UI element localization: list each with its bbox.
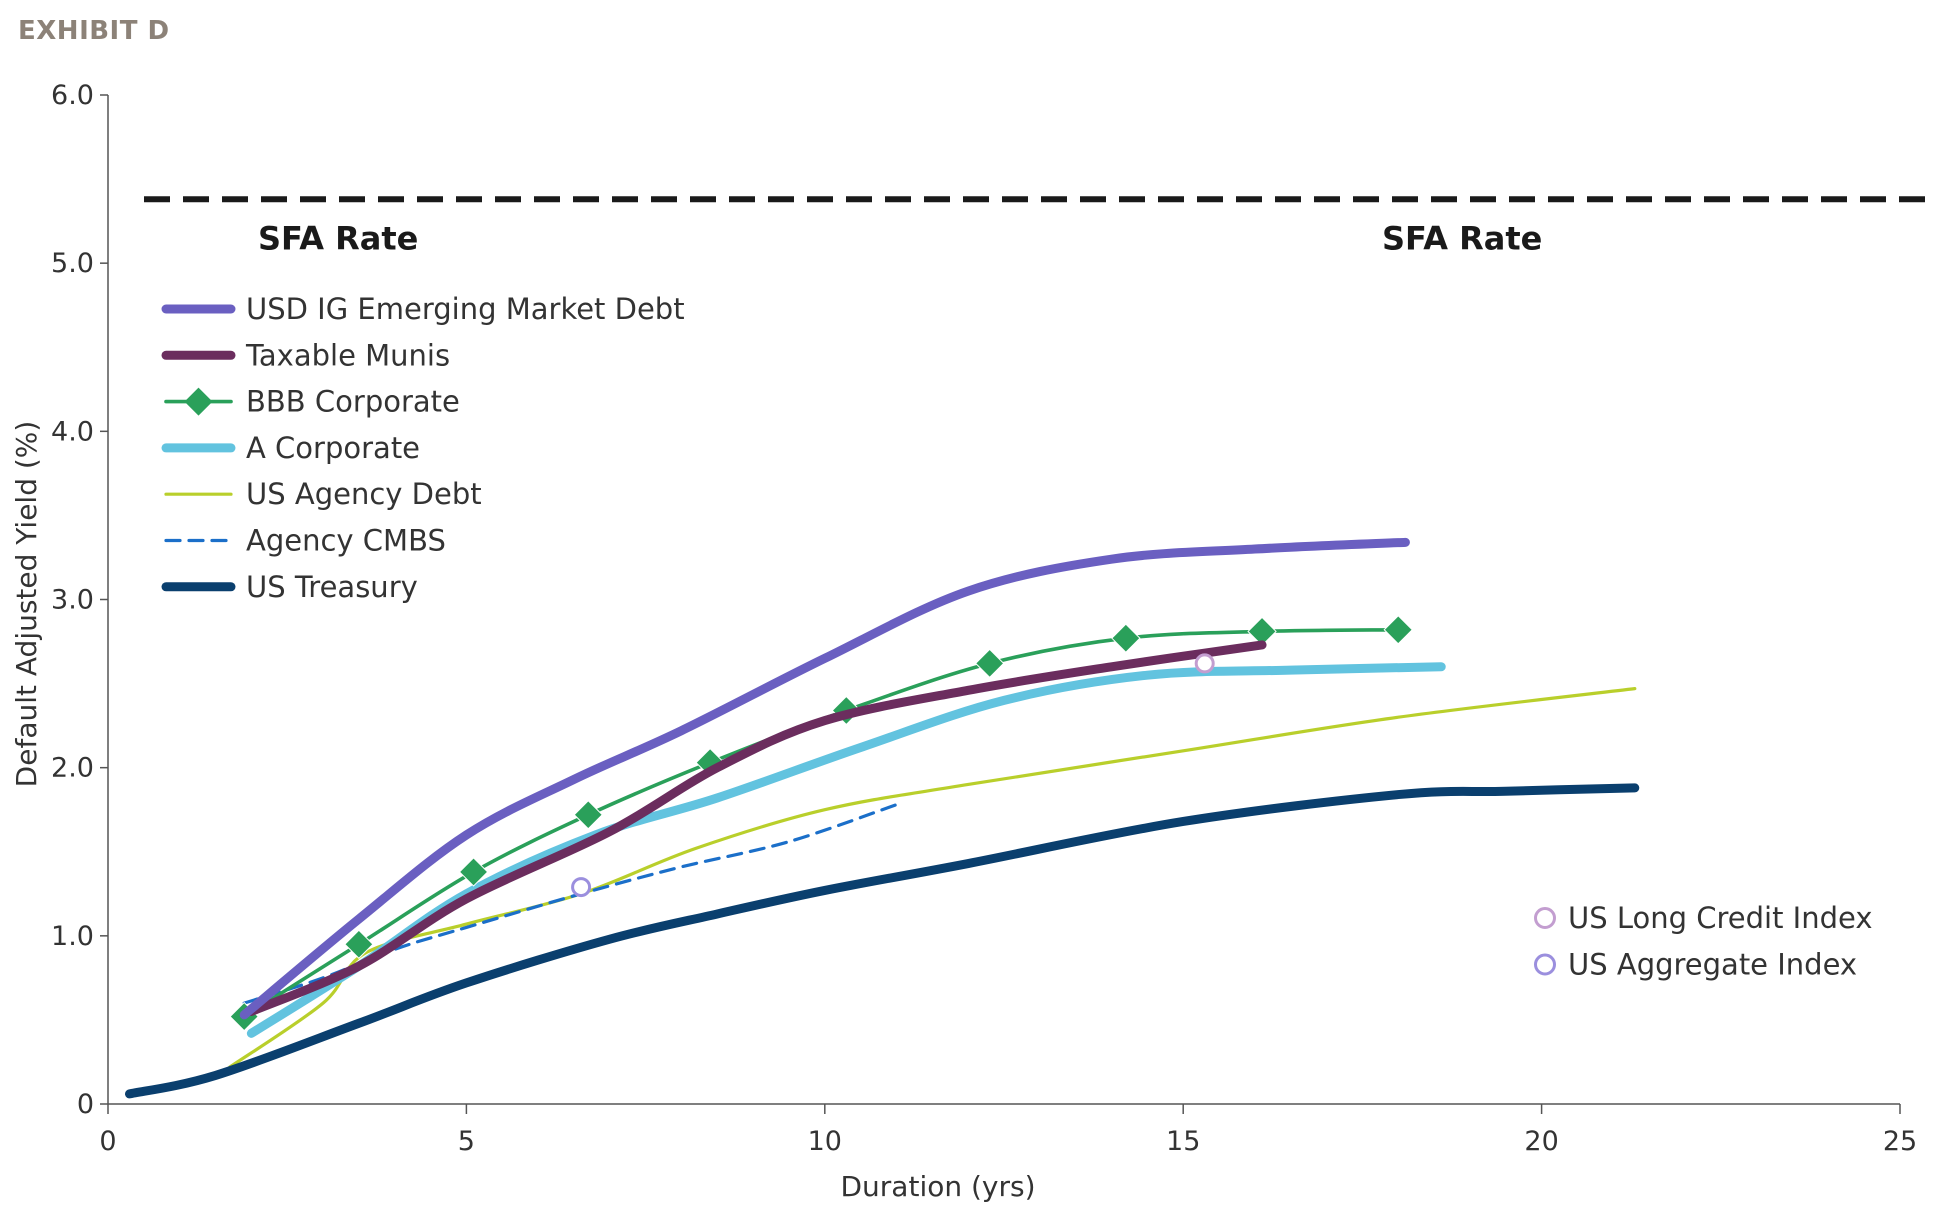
series-taxable-munis xyxy=(246,640,1267,1017)
legend: USD IG Emerging Market Debt Taxable Munis… xyxy=(161,292,685,604)
y-tick-label: 6.0 xyxy=(51,80,94,111)
x-tick-label: 5 xyxy=(458,1126,475,1157)
x-axis-title: Duration (yrs) xyxy=(840,1170,1035,1203)
index-legend-circle xyxy=(1534,953,1556,976)
series-line xyxy=(228,687,1637,1069)
data-point-diamond xyxy=(1383,615,1413,645)
legend-item-usd-ig-emerging-market-debt: USD IG Emerging Market Debt xyxy=(161,292,685,326)
series-usd-ig-emerging-market-debt xyxy=(239,537,1410,1020)
legend-item-us-agency-debt: US Agency Debt xyxy=(164,477,482,511)
x-tick-label: 0 xyxy=(99,1126,116,1157)
sfa-rate-line-group: SFA Rate SFA Rate xyxy=(144,196,1936,257)
index-legend: US Long Credit Index US Aggregate Index xyxy=(1534,901,1873,982)
legend-label: Agency CMBS xyxy=(246,524,446,558)
x-tick-label: 20 xyxy=(1524,1126,1558,1157)
series-us-treasury xyxy=(125,783,1640,1099)
series-bbb-corporate xyxy=(229,615,1413,1032)
series-line xyxy=(239,537,1410,1020)
series-line xyxy=(246,640,1267,1017)
legend-item-agency-cmbs: Agency CMBS xyxy=(164,524,446,558)
legend-item-bbb-corporate: BBB Corporate xyxy=(164,385,460,419)
legend-diamond xyxy=(184,387,213,416)
legend-label: US Agency Debt xyxy=(246,477,482,511)
index-legend-item-us-aggregate-index: US Aggregate Index xyxy=(1534,948,1857,982)
marker-us-long-credit-index xyxy=(1194,653,1215,674)
legend-item-a-corporate: A Corporate xyxy=(161,431,420,465)
y-tick-label: 4.0 xyxy=(51,416,94,447)
legend-label: BBB Corporate xyxy=(246,385,460,419)
legend-label: Taxable Munis xyxy=(245,338,450,372)
y-axis-title: Default Adjusted Yield (%) xyxy=(10,421,43,788)
y-tick-label: 3.0 xyxy=(51,585,94,616)
y-tick-label: 2.0 xyxy=(51,753,94,784)
y-tick-label: 5.0 xyxy=(51,248,94,279)
exhibit-label: EXHIBIT D xyxy=(18,16,170,46)
y-tick-label: 0 xyxy=(77,1089,94,1120)
index-legend-item-us-long-credit-index: US Long Credit Index xyxy=(1534,901,1873,935)
data-point-diamond xyxy=(1111,623,1141,653)
axes: 0 1.0 2.0 3.0 4.0 5.0 6.0 0 5 10 15 20 25 xyxy=(51,80,1917,1157)
data-point-diamond xyxy=(573,800,603,830)
data-point-diamond xyxy=(344,929,374,959)
series-line xyxy=(125,783,1640,1099)
series-us-agency-debt xyxy=(228,687,1637,1069)
legend-item-taxable-munis: Taxable Munis xyxy=(161,338,450,372)
legend-label: USD IG Emerging Market Debt xyxy=(246,292,685,326)
y-tick-label: 1.0 xyxy=(51,921,94,952)
legend-label: A Corporate xyxy=(246,431,420,465)
sfa-rate-label-right: SFA Rate xyxy=(1382,219,1542,257)
index-legend-label: US Long Credit Index xyxy=(1568,901,1873,935)
series-group xyxy=(125,537,1640,1099)
index-legend-circle xyxy=(1534,907,1556,929)
marker-us-aggregate-index xyxy=(571,877,592,898)
index-legend-label: US Aggregate Index xyxy=(1568,948,1857,982)
x-tick-label: 10 xyxy=(808,1126,842,1157)
legend-item-us-treasury: US Treasury xyxy=(161,570,418,604)
x-tick-label: 25 xyxy=(1883,1126,1917,1157)
legend-label: US Treasury xyxy=(246,570,418,604)
data-point-diamond xyxy=(974,648,1005,679)
sfa-rate-label-left: SFA Rate xyxy=(258,219,418,257)
x-tick-label: 15 xyxy=(1166,1126,1200,1157)
series-line xyxy=(242,627,1401,1019)
data-point-diamond xyxy=(458,857,489,887)
index-marker-group xyxy=(571,653,1215,898)
